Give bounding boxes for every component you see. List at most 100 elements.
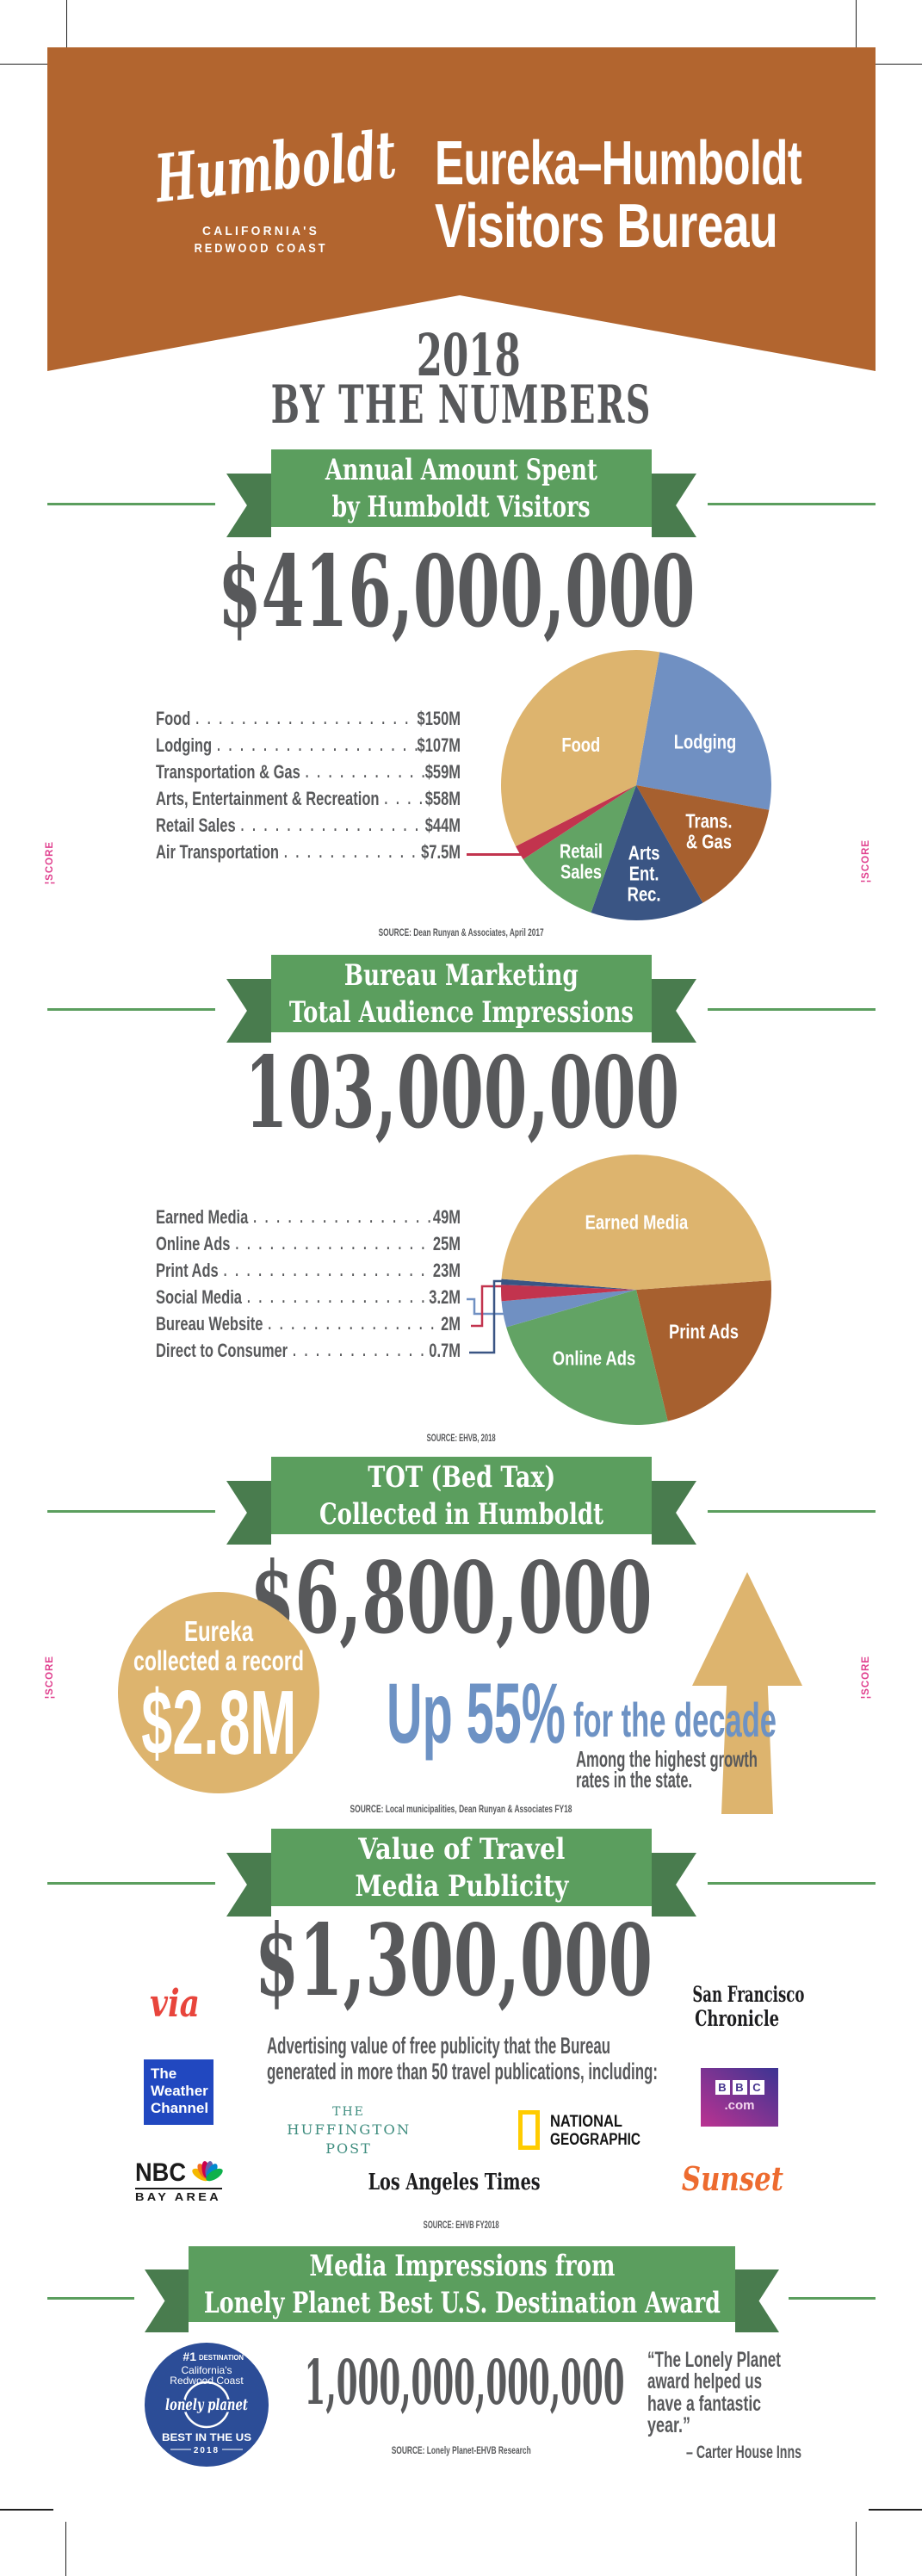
ribbon-tail-left [226, 474, 271, 537]
pie-slice-transportation-gas [636, 785, 770, 903]
pie-slice-label: Online Ads [553, 1347, 635, 1369]
legend-value: $58M [424, 788, 461, 809]
legend-value: $150M [417, 708, 461, 729]
lonely-planet-source: SOURCE: Lonely Planet-EHVB Research [391, 2444, 531, 2456]
badge-year: 2018 [194, 2446, 220, 2455]
legend-value: $59M [424, 761, 461, 783]
ribbon-title-line1: Annual Amount Spent [325, 453, 598, 487]
badge-brand: lonely planet [165, 2397, 248, 2414]
nbc-divider [135, 2188, 222, 2189]
pie-slice-label: Rec. [628, 884, 661, 906]
ribbon-tail-left [226, 979, 271, 1043]
crop-mark-top-right-vertical [855, 0, 857, 47]
pie-slice-label: Sales [560, 862, 602, 883]
score-mark-right-1: ¦SCORE [861, 839, 871, 883]
subtitle-heading: BY THE NUMBERS [270, 375, 652, 436]
nbc-letters: NBC [135, 2158, 187, 2187]
bureau-title-line2: Visitors Bureau [435, 192, 778, 261]
spending-legend: Food. . . . . . . . . . . . . . . . . . … [156, 708, 461, 868]
bed-tax-amount: $6,800,000 [249, 1540, 652, 1656]
pie-slice-label: Lodging [674, 732, 736, 753]
legend-dot-leader: . . . . . . . . . . . . . . . . . . . . … [246, 1289, 429, 1306]
ribbon-tail-right [652, 979, 696, 1043]
legend-label: Online Ads [156, 1233, 231, 1254]
crop-mark-top-left-vertical [65, 0, 67, 47]
ribbon-tail-right [652, 1481, 696, 1545]
section-rule-right [789, 2297, 876, 2300]
up-55-suffix: for the decade [573, 1693, 777, 1747]
legend-row: Online Ads. . . . . . . . . . . . . . . … [156, 1233, 461, 1260]
crop-mark-top-right-horizontal [868, 63, 922, 65]
section-rule-right [708, 1008, 876, 1011]
pie-slice-label: Food [561, 734, 600, 756]
legend-label: Social Media [156, 1286, 242, 1308]
publicity-amount: $1,300,000 [254, 1903, 653, 2018]
section-rule-left [47, 1510, 215, 1513]
section-ribbon-lonely-planet: Media Impressions from Lonely Planet Bes… [189, 2246, 735, 2322]
pie-slice-air-transportation [516, 785, 636, 860]
section-ribbon-publicity: Value of Travel Media Publicity [271, 1829, 652, 1906]
legend-label: Direct to Consumer [156, 1340, 288, 1361]
legend-value: $44M [424, 814, 461, 836]
pie-slice-online-ads [506, 1290, 668, 1426]
quote-line3: have a fantastic [647, 2391, 761, 2416]
via-logo: via [150, 1982, 200, 2026]
growth-note: Among the highest growth rates in the st… [576, 1748, 859, 1793]
badge-rank-suffix: DESTINATION [199, 2354, 244, 2362]
legend-value: $7.5M [421, 841, 461, 863]
natgeo-logo: NATIONAL GEOGRAPHIC [518, 2108, 647, 2152]
score-mark-left-1: ¦SCORE [45, 840, 55, 885]
pie-slice-direct-to-consumer [501, 1279, 636, 1290]
weather-channel-line3: Channel [151, 2100, 209, 2116]
spending-source: SOURCE: Dean Runyan & Associates, April … [378, 926, 544, 938]
legend-label: Retail Sales [156, 814, 236, 836]
legend-label: Air Transportation [156, 841, 280, 863]
pie-slice-earned-media [501, 1154, 771, 1290]
legend-row: Lodging. . . . . . . . . . . . . . . . .… [156, 734, 461, 761]
legend-value: 3.2M [429, 1286, 461, 1308]
growth-up-arrow [692, 1572, 802, 1814]
badge-ring [183, 2381, 231, 2429]
legend-label: Bureau Website [156, 1313, 263, 1334]
logo-tagline-line2: REDWOOD COAST [194, 241, 328, 256]
legend-row: Food. . . . . . . . . . . . . . . . . . … [156, 708, 461, 734]
social-media-connector [467, 1297, 509, 1316]
pie-slice-label: Trans. [685, 811, 732, 833]
pie-slice-arts-entertainment-recreation [591, 785, 703, 920]
legend-dot-leader: . . . . . . . . . . . . . . . . . . . . … [284, 844, 421, 861]
huffpost-line2: HUFFINGTON [286, 2121, 411, 2138]
legend-row: Transportation & Gas . . . . . . . . . . … [156, 761, 461, 788]
air-transportation-callout-line [467, 853, 525, 856]
pie-slice-retail-sales [523, 785, 636, 913]
legend-value: 2M [441, 1313, 461, 1334]
ribbon-tail-right [735, 2269, 779, 2332]
weather-channel-line1: The [151, 2065, 177, 2082]
legend-label: Transportation & Gas [156, 761, 300, 783]
eureka-circle-line1: Eureka [183, 1615, 253, 1647]
legend-dot-leader: . . . . . . . . . . . . . . . . . . . . … [268, 1316, 441, 1333]
logo-tagline-line1: CALIFORNIA'S [202, 224, 319, 238]
legend-dot-leader: . . . . . . . . . . . . . . . . . . . . … [223, 1262, 433, 1279]
pie-slice-bureau-website [501, 1285, 636, 1302]
weather-channel-logo: The Weather Channel [144, 2059, 213, 2125]
sf-chronicle-logo: San Francisco Chronicle [664, 1983, 810, 2031]
legend-row: Social Media. . . . . . . . . . . . . . … [156, 1286, 461, 1313]
bureau-title: Eureka–Humboldt Visitors Bureau [435, 133, 922, 258]
crop-mark-bottom-right-horizontal [869, 2509, 922, 2511]
ribbon-title-line2: Total Audience Impressions [289, 995, 634, 1030]
ribbon-title-line1: Value of Travel [357, 1832, 565, 1867]
crop-mark-bottom-left-vertical [65, 2522, 66, 2576]
section-rule-left [47, 1882, 215, 1885]
publicity-body-line2: generated in more than 50 travel publica… [267, 2058, 658, 2084]
section-ribbon-spending: Annual Amount Spent by Humboldt Visitors [271, 449, 652, 527]
legend-dot-leader: . . . . . . . . . . . . . . . . . . . . … [384, 790, 425, 808]
pie-slice-food [501, 650, 660, 847]
impressions-legend: Earned Media. . . . . . . . . . . . . . … [156, 1206, 461, 1366]
ribbon-title-line1: TOT (Bed Tax) [367, 1460, 556, 1495]
impressions-amount: 103,000,000 [244, 1035, 680, 1150]
growth-note-line2: rates in the state. [576, 1766, 693, 1793]
eureka-circle-line2: collected a record [133, 1645, 305, 1676]
section-rule-left [47, 503, 215, 505]
